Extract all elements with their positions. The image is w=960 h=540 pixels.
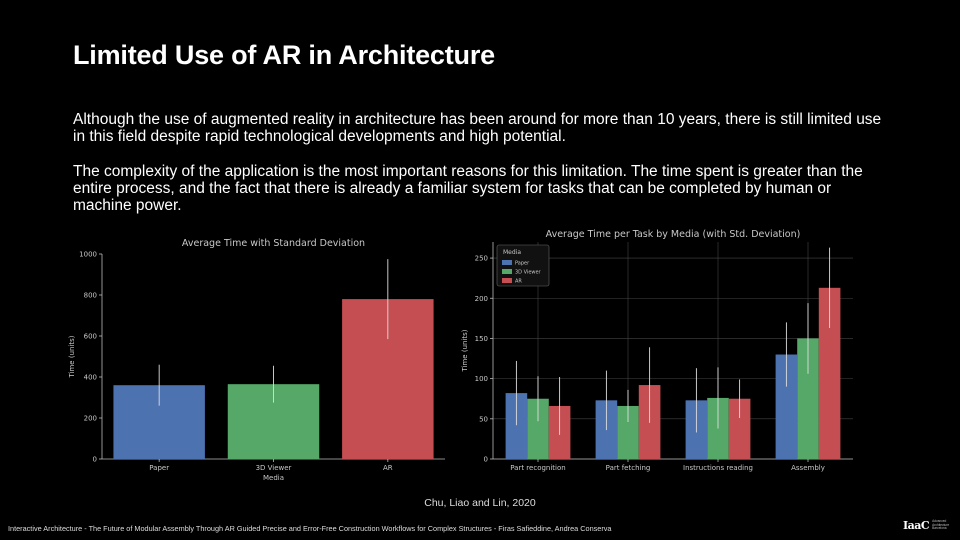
slide-title: Limited Use of AR in Architecture (73, 40, 495, 70)
chart-title: Average Time per Task by Media (with Std… (546, 229, 801, 240)
y-tick-label: 200 (84, 415, 97, 423)
y-tick-label: 50 (479, 415, 488, 423)
x-tick-label: Assembly (791, 464, 825, 472)
legend-label-3d-viewer: 3D Viewer (515, 270, 542, 276)
y-tick-label: 250 (475, 255, 488, 263)
chart-title: Average Time with Standard Deviation (182, 238, 365, 249)
bar-ar-assembly (818, 287, 841, 459)
bar-paper-part-recognition (505, 393, 528, 459)
bar-3d-viewer-assembly (797, 338, 819, 459)
y-tick-label: 600 (84, 333, 97, 341)
x-tick-label: Instructions reading (683, 464, 753, 472)
y-tick-label: 400 (84, 374, 97, 382)
legend-label-ar: AR (515, 279, 522, 285)
legend-box (496, 244, 550, 287)
y-axis-label: Time (units) (68, 335, 76, 378)
x-tick-label: Part recognition (510, 464, 565, 472)
bar-ar-instructions-reading (728, 398, 751, 459)
y-tick-label: 1000 (79, 251, 97, 259)
y-tick-label: 0 (484, 456, 488, 464)
legend-title: Media (503, 249, 521, 256)
y-tick-label: 100 (475, 375, 488, 383)
bar-3d-viewer-part-fetching (617, 405, 639, 459)
legend-swatch-3d-viewer (502, 269, 512, 274)
chart-average-time: Average Time with Standard Deviation 0 200… (68, 238, 445, 482)
y-tick-label: 800 (84, 292, 97, 300)
legend-label-paper: Paper (515, 261, 530, 267)
iaac-logo: IaaC Advanced Architecture Barcelona (903, 519, 956, 532)
y-tick-label: 150 (475, 335, 488, 343)
bar-3d-viewer-part-recognition (527, 398, 549, 459)
legend-swatch-ar (502, 278, 512, 283)
legend: Media Paper 3D Viewer AR (496, 244, 550, 287)
legend-swatch-paper (502, 260, 512, 265)
paragraph-intro: Although the use of augmented reality in… (73, 111, 882, 145)
x-tick-label: Part fetching (606, 464, 651, 472)
paragraph-reasons: The complexity of the application is the… (73, 163, 863, 214)
x-tick-label: Paper (149, 464, 169, 472)
chart-time-per-task: Average Time per Task by Media (with Std… (461, 229, 853, 472)
y-tick-label: 200 (475, 295, 488, 303)
logo-subtitle: Advanced Architecture Barcelona (932, 519, 950, 531)
x-tick-label: AR (383, 464, 393, 472)
bar-paper-assembly (775, 354, 798, 459)
y-axis-label: Time (units) (461, 329, 469, 372)
x-tick-label: 3D Viewer (256, 464, 292, 472)
logo-mark: IaaC (903, 519, 930, 532)
x-axis-label: Media (263, 474, 284, 482)
y-tick-label: 0 (93, 456, 97, 464)
footer-text: Interactive Architecture - The Future of… (8, 524, 612, 533)
citation: Chu, Liao and Lin, 2020 (424, 497, 536, 509)
